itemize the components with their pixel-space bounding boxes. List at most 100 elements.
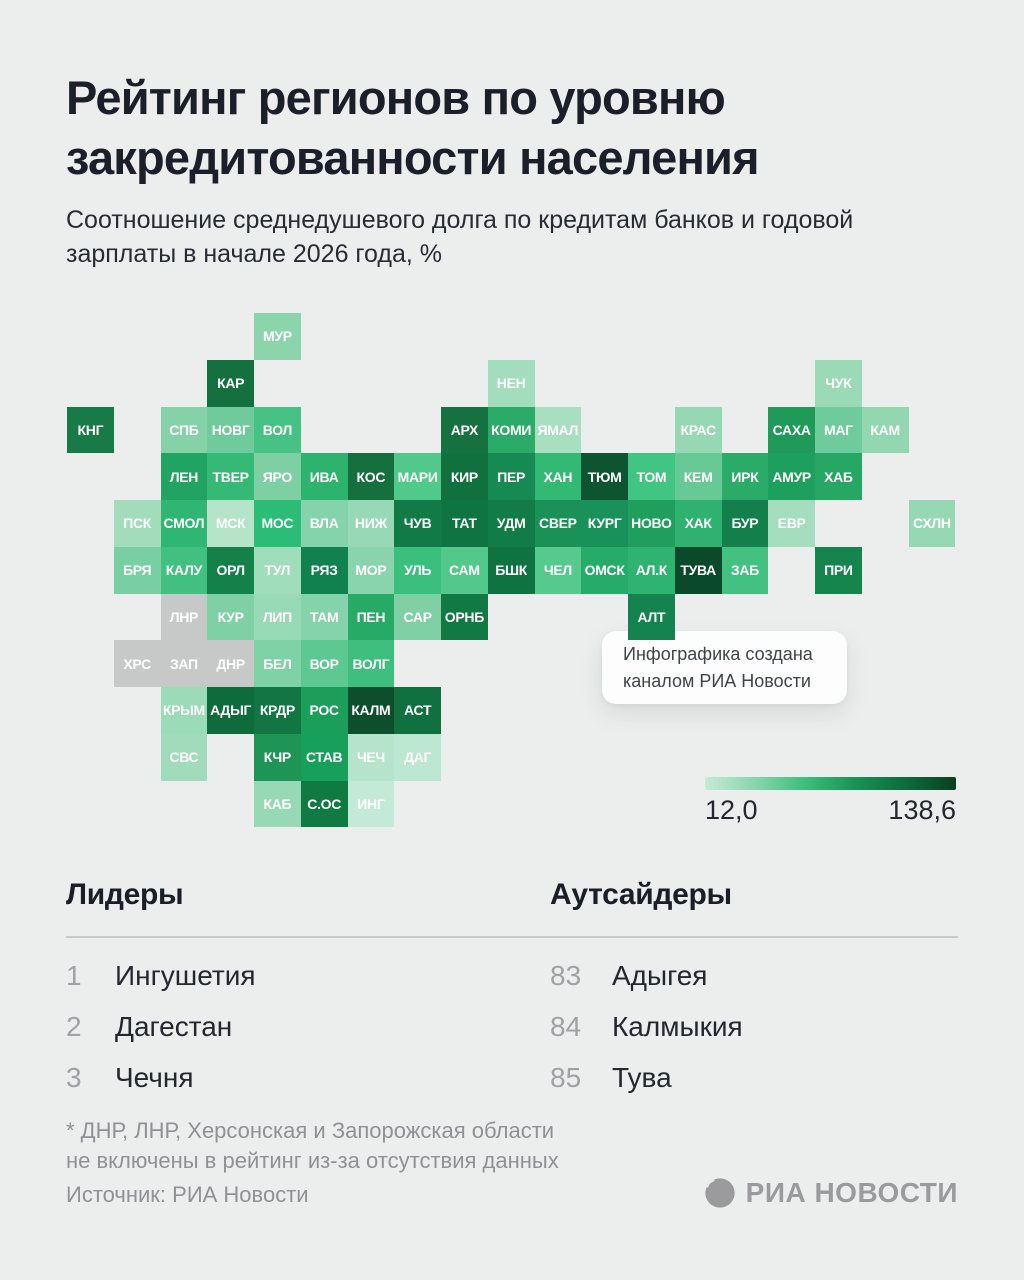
map-cell-КАР[interactable]: КАР <box>207 359 254 407</box>
map-cell-КРЫМ[interactable]: КРЫМ <box>160 687 208 734</box>
map-cell-БЕЛ[interactable]: БЕЛ <box>254 640 301 687</box>
map-cell-С.ОС[interactable]: С.ОС <box>300 780 348 828</box>
map-cell-МУР[interactable]: МУР <box>254 313 301 360</box>
map-cell-МОР[interactable]: МОР <box>347 546 395 594</box>
map-cell-УЛЬ[interactable]: УЛЬ <box>394 546 441 594</box>
map-cell-ТВЕР[interactable]: ТВЕР <box>207 453 254 500</box>
map-cell-АСТ[interactable]: АСТ <box>394 687 441 734</box>
map-cell-КЕМ[interactable]: КЕМ <box>674 453 722 500</box>
map-cell-БШК[interactable]: БШК <box>487 546 535 594</box>
map-cell-СХЛН[interactable]: СХЛН <box>908 500 956 547</box>
map-cell-СПБ[interactable]: СПБ <box>160 406 208 454</box>
map-cell-ЕВР[interactable]: ЕВР <box>768 500 815 547</box>
region-name: Чечня <box>115 1062 194 1093</box>
map-cell-САХА[interactable]: САХА <box>768 406 815 454</box>
map-cell-ДАГ[interactable]: ДАГ <box>394 733 441 781</box>
map-cell-СВЕР[interactable]: СВЕР <box>534 500 582 547</box>
map-cell-КРДР[interactable]: КРДР <box>254 687 301 734</box>
map-cell-ПЕР[interactable]: ПЕР <box>487 453 535 500</box>
map-cell-АДЫГ[interactable]: АДЫГ <box>207 687 254 734</box>
map-cell-МАГ[interactable]: МАГ <box>815 406 862 454</box>
map-cell-НЕН[interactable]: НЕН <box>487 359 535 407</box>
map-cell-ЛЕН[interactable]: ЛЕН <box>160 453 208 500</box>
rank-number: 85 <box>550 1062 582 1093</box>
map-cell-ОМСК[interactable]: ОМСК <box>581 546 628 594</box>
map-cell-ЗАП[interactable]: ЗАП <box>160 640 208 687</box>
map-cell-ХРС[interactable]: ХРС <box>113 640 161 687</box>
map-cell-УДМ[interactable]: УДМ <box>487 500 535 547</box>
map-cell-КУР[interactable]: КУР <box>207 593 254 641</box>
map-cell-РЯЗ[interactable]: РЯЗ <box>300 546 348 594</box>
map-cell-ВЛА[interactable]: ВЛА <box>300 500 348 547</box>
map-cell-ЧЕЛ[interactable]: ЧЕЛ <box>534 546 582 594</box>
map-cell-АМУР[interactable]: АМУР <box>768 453 815 500</box>
map-cell-ХАБ[interactable]: ХАБ <box>815 453 862 500</box>
map-cell-ЯМАЛ[interactable]: ЯМАЛ <box>534 406 582 454</box>
map-cell-ИРК[interactable]: ИРК <box>721 453 769 500</box>
footnote: * ДНР, ЛНР, Херсонская и Запорожская обл… <box>66 1116 559 1177</box>
map-cell-ХАК[interactable]: ХАК <box>674 500 722 547</box>
ria-novosti-logo: РИА НОВОСТИ <box>703 1176 958 1210</box>
map-cell-КАЛМ[interactable]: КАЛМ <box>347 687 395 734</box>
map-cell-КЧР[interactable]: КЧР <box>254 733 301 781</box>
map-cell-КАЛУ[interactable]: КАЛУ <box>160 546 208 594</box>
map-cell-СВС[interactable]: СВС <box>160 733 208 781</box>
map-cell-ЛНР[interactable]: ЛНР <box>160 593 208 641</box>
map-cell-ОРЛ[interactable]: ОРЛ <box>207 546 254 594</box>
map-cell-ЗАБ[interactable]: ЗАБ <box>721 546 769 594</box>
map-cell-БУР[interactable]: БУР <box>721 500 769 547</box>
map-cell-ЛИП[interactable]: ЛИП <box>254 593 301 641</box>
map-cell-МАРИ[interactable]: МАРИ <box>394 453 441 500</box>
map-cell-КИР[interactable]: КИР <box>441 453 488 500</box>
map-cell-ЧУВ[interactable]: ЧУВ <box>394 500 441 547</box>
map-cell-ВОЛГ[interactable]: ВОЛГ <box>347 640 395 687</box>
map-cell-ТОМ[interactable]: ТОМ <box>628 453 675 500</box>
map-cell-КУРГ[interactable]: КУРГ <box>581 500 628 547</box>
map-cell-ДНР[interactable]: ДНР <box>207 640 254 687</box>
map-cell-ХАН[interactable]: ХАН <box>534 453 582 500</box>
rank-row: 84 Калмыкия <box>550 1011 743 1043</box>
map-cell-КАМ[interactable]: КАМ <box>861 406 909 454</box>
page-title-line1: Рейтинг регионов по уровню <box>66 71 726 124</box>
map-cell-ВОЛ[interactable]: ВОЛ <box>254 406 301 454</box>
map-cell-ТАМ[interactable]: ТАМ <box>300 593 348 641</box>
map-cell-КОМИ[interactable]: КОМИ <box>487 406 535 454</box>
map-cell-ИВА[interactable]: ИВА <box>300 453 348 500</box>
map-cell-ОРНБ[interactable]: ОРНБ <box>441 593 488 641</box>
map-cell-ТУЛ[interactable]: ТУЛ <box>254 546 301 594</box>
map-cell-НОВГ[interactable]: НОВГ <box>207 406 254 454</box>
map-cell-СМОЛ[interactable]: СМОЛ <box>160 500 208 547</box>
map-cell-СТАВ[interactable]: СТАВ <box>300 733 348 781</box>
map-cell-НОВО[interactable]: НОВО <box>628 500 675 547</box>
map-cell-ПРИ[interactable]: ПРИ <box>815 546 862 594</box>
map-cell-КАБ[interactable]: КАБ <box>254 780 301 828</box>
map-cell-ИНГ[interactable]: ИНГ <box>347 780 395 828</box>
rank-row: 1 Ингушетия <box>66 960 256 992</box>
map-cell-КРАС[interactable]: КРАС <box>674 406 722 454</box>
map-cell-ЯРО[interactable]: ЯРО <box>254 453 301 500</box>
map-cell-МСК[interactable]: МСК <box>207 500 254 547</box>
tile-map: МУР КАР НЕН ЧУК КНГ СПБ НОВГ ВОЛ АРХ КОМИ ЯМАЛ КРАС… <box>67 313 956 828</box>
map-cell-ТУВА[interactable]: ТУВА <box>674 546 722 594</box>
map-cell-АЛТ[interactable]: АЛТ <box>628 593 675 641</box>
map-cell-КНГ[interactable]: КНГ <box>67 406 114 454</box>
map-cell-НИЖ[interactable]: НИЖ <box>347 500 395 547</box>
map-cell-ПСК[interactable]: ПСК <box>113 500 161 547</box>
map-cell-САМ[interactable]: САМ <box>441 546 488 594</box>
map-cell-АЛ.К[interactable]: АЛ.К <box>628 546 675 594</box>
map-cell-МОС[interactable]: МОС <box>254 500 301 547</box>
map-cell-КОС[interactable]: КОС <box>347 453 395 500</box>
map-cell-ЧЕЧ[interactable]: ЧЕЧ <box>347 733 395 781</box>
legend-gradient <box>705 777 956 790</box>
map-cell-АРХ[interactable]: АРХ <box>441 406 488 454</box>
map-cell-ТАТ[interactable]: ТАТ <box>441 500 488 547</box>
map-cell-ВОР[interactable]: ВОР <box>300 640 348 687</box>
page-subtitle: Соотношение среднедушевого долга по кред… <box>66 203 976 272</box>
map-cell-БРЯ[interactable]: БРЯ <box>113 546 161 594</box>
map-cell-САР[interactable]: САР <box>394 593 441 641</box>
map-cell-ПЕН[interactable]: ПЕН <box>347 593 395 641</box>
map-cell-ЧУК[interactable]: ЧУК <box>815 359 862 407</box>
map-cell-ТЮМ[interactable]: ТЮМ <box>581 453 628 500</box>
rank-number: 84 <box>550 1011 582 1042</box>
map-cell-РОС[interactable]: РОС <box>300 687 348 734</box>
